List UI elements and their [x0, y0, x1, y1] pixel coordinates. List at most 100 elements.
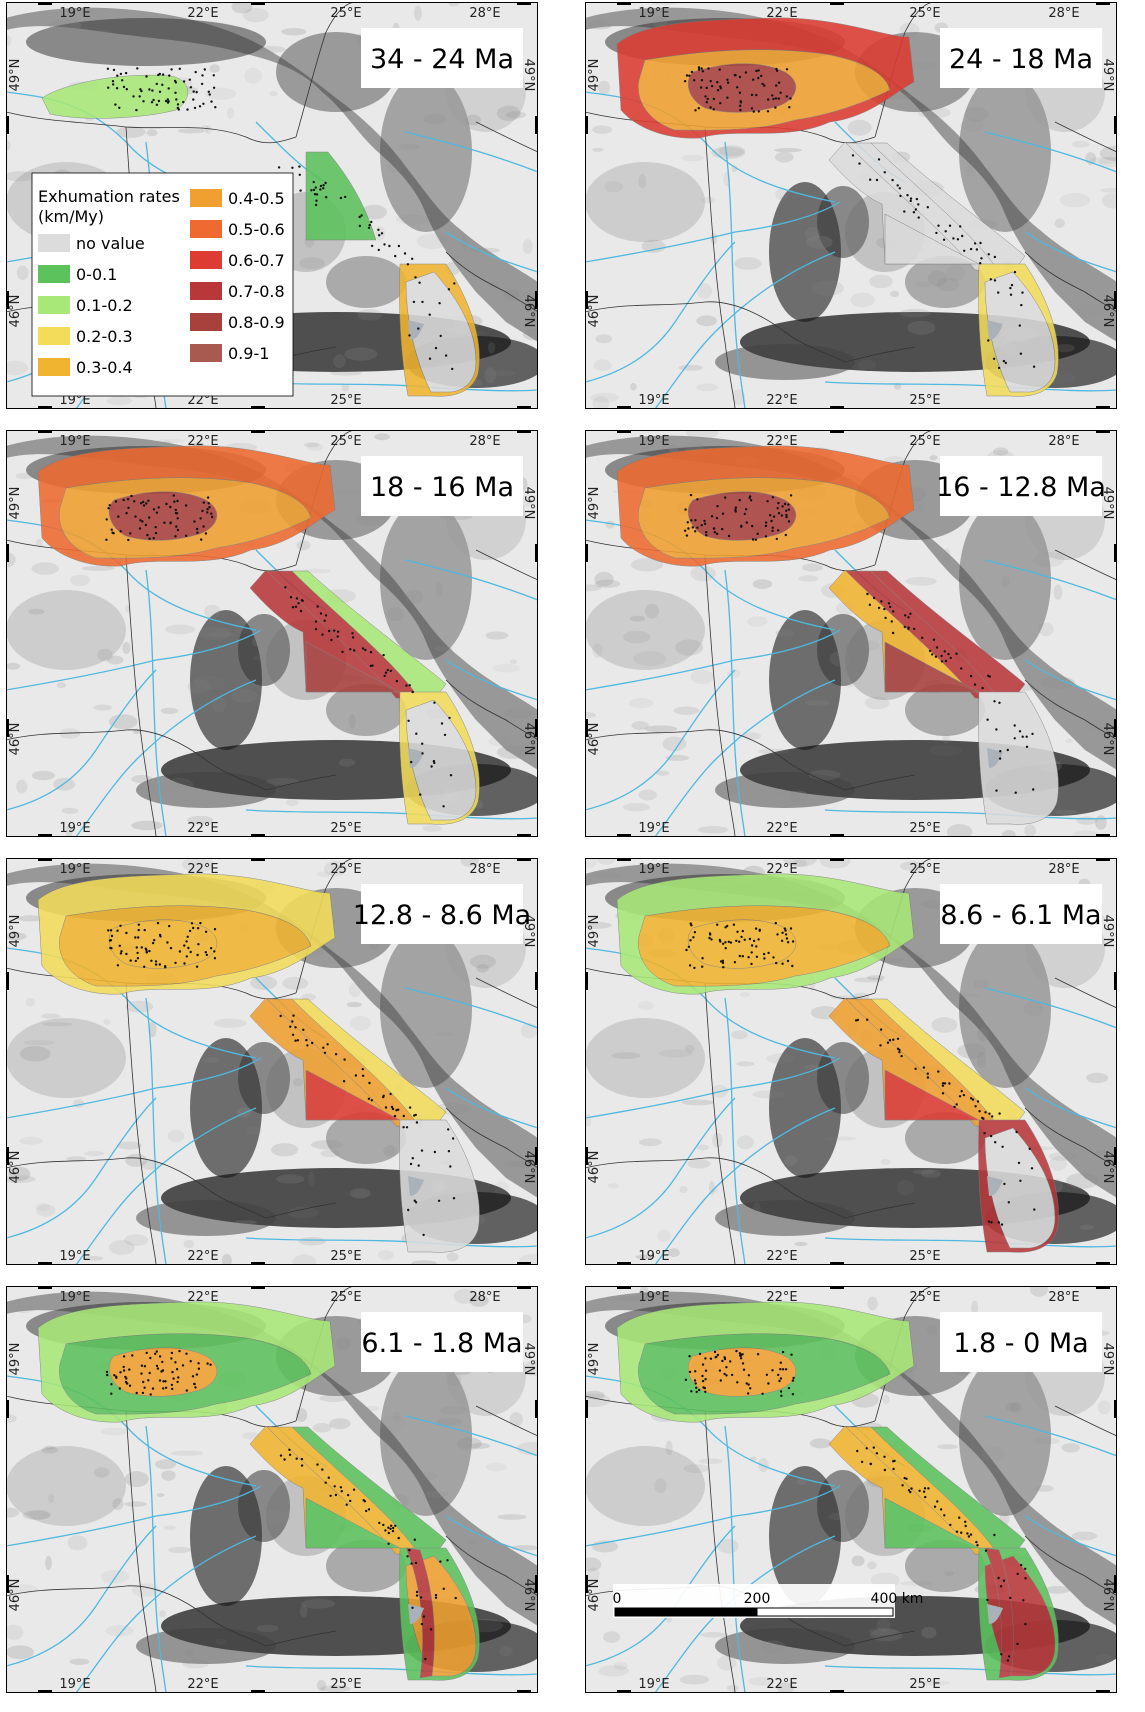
- map-panel: 19°E 19°E 22°E 22°E 25°E 25°E 28°E 49°N 49°N 46°N…: [585, 2, 1117, 409]
- relief-texture: [329, 371, 363, 376]
- sample-point: [305, 1038, 308, 1042]
- lake: [987, 748, 1003, 768]
- sample-point: [206, 496, 210, 499]
- relief-texture: [251, 636, 263, 647]
- sample-point: [157, 506, 160, 509]
- sample-point: [937, 224, 940, 227]
- relief-texture: [198, 626, 232, 640]
- sample-point: [131, 1354, 134, 1357]
- sample-point: [987, 339, 990, 342]
- sample-point: [387, 1542, 390, 1545]
- relief-texture: [658, 1049, 693, 1058]
- river: [585, 1485, 841, 1547]
- relief-texture: [107, 655, 124, 665]
- sample-point: [315, 193, 319, 196]
- latitude-label: 49°N: [8, 1343, 23, 1376]
- sample-point: [129, 532, 132, 535]
- border-tick: [38, 406, 52, 409]
- longitude-label: 25°E: [330, 6, 361, 21]
- sample-point: [395, 1109, 398, 1112]
- relief-texture: [631, 558, 663, 572]
- sample-point: [391, 1107, 395, 1111]
- relief-texture: [792, 859, 807, 867]
- relief-texture: [687, 1159, 711, 1169]
- river: [1024, 659, 1117, 701]
- sample-point: [760, 74, 763, 78]
- sample-point: [212, 86, 216, 90]
- relief-texture: [470, 954, 496, 969]
- sample-point: [774, 106, 777, 109]
- sample-point: [935, 646, 939, 649]
- sample-point: [170, 1357, 173, 1360]
- relief-texture: [752, 1201, 761, 1216]
- sample-point: [210, 512, 213, 515]
- relief-texture: [177, 128, 204, 134]
- sample-point: [145, 502, 148, 505]
- sample-point: [785, 513, 788, 517]
- relief-shade: [585, 1446, 705, 1526]
- sample-point: [172, 494, 175, 497]
- sample-point: [186, 108, 189, 111]
- sample-point: [738, 954, 741, 958]
- sample-point: [299, 609, 303, 613]
- sample-point: [380, 232, 384, 235]
- sample-point: [1002, 1579, 1006, 1582]
- sample-point: [926, 206, 929, 209]
- sample-point: [765, 1373, 769, 1376]
- relief-texture: [1095, 1653, 1113, 1664]
- relief-texture: [809, 1438, 832, 1449]
- sample-point: [166, 98, 169, 101]
- map-frame: [6, 2, 538, 409]
- relief-texture: [212, 696, 226, 713]
- border-tick: [6, 291, 9, 309]
- sample-point: [158, 90, 162, 94]
- relief-texture: [675, 639, 704, 656]
- sample-point: [143, 928, 146, 932]
- sample-point: [141, 1391, 145, 1395]
- sample-point: [726, 924, 729, 928]
- sample-points: [683, 493, 1035, 794]
- sample-point: [153, 939, 156, 942]
- sample-point: [1030, 1167, 1034, 1170]
- sample-point: [901, 1484, 904, 1487]
- border-tick: [617, 1690, 631, 1693]
- sample-point: [392, 1526, 395, 1530]
- sample-point: [143, 1386, 146, 1389]
- relief-texture: [720, 1208, 737, 1218]
- sample-point: [683, 80, 687, 83]
- sample-point: [189, 86, 193, 89]
- relief-texture: [957, 1043, 986, 1059]
- relief-texture: [187, 815, 213, 825]
- sample-point: [940, 654, 943, 658]
- sample-point: [926, 1072, 929, 1075]
- sample-point: [1010, 283, 1014, 287]
- sample-point: [910, 1487, 913, 1490]
- sample-point: [997, 1576, 1000, 1580]
- sample-point: [997, 1221, 1001, 1224]
- latitude-label: 49°N: [521, 1343, 536, 1376]
- relief-texture: [276, 1174, 305, 1184]
- sample-point: [300, 1457, 304, 1461]
- sample-point: [119, 952, 123, 955]
- relief-texture: [42, 1022, 73, 1027]
- sample-point: [739, 1357, 743, 1360]
- relief-texture: [937, 1444, 958, 1450]
- border-tick: [517, 2, 531, 5]
- relief-texture: [710, 232, 718, 245]
- sample-point: [319, 188, 322, 191]
- relief-texture: [678, 364, 703, 371]
- sample-point: [917, 203, 920, 206]
- sample-point: [413, 1114, 416, 1117]
- sample-point: [791, 940, 795, 943]
- longitude-label: 28°E: [469, 1290, 500, 1305]
- latitude-label: 46°N: [1100, 295, 1115, 328]
- exhumation-zones: [616, 445, 1059, 825]
- longitude-label: 28°E: [469, 6, 500, 21]
- border-tick: [1114, 719, 1117, 737]
- sample-point: [388, 244, 391, 248]
- sample-point: [694, 109, 697, 112]
- sample-point: [883, 1468, 887, 1472]
- sample-point: [995, 789, 998, 792]
- relief-texture: [623, 630, 651, 644]
- sample-point: [905, 1477, 908, 1480]
